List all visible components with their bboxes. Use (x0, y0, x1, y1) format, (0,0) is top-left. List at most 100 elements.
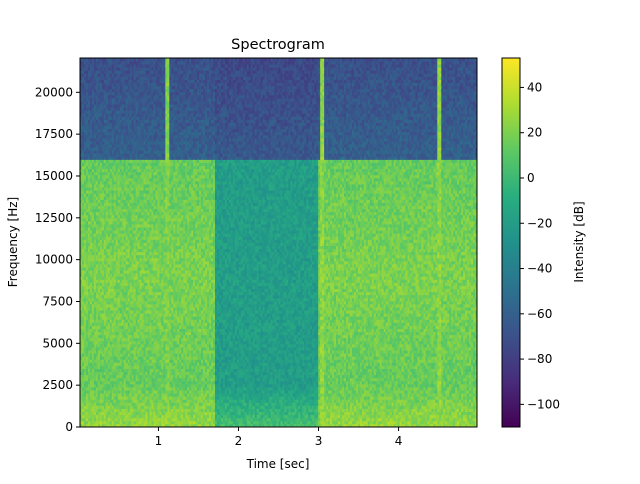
spectrogram-cell (99, 248, 103, 253)
spectrogram-cell (107, 396, 111, 400)
spectrogram-cell (93, 383, 97, 388)
spectrogram-cell (109, 171, 113, 176)
spectrogram-cell (87, 319, 91, 323)
spectrogram-cell (101, 368, 105, 373)
spectrogram-cell (83, 88, 87, 93)
spectrogram-cell (113, 359, 117, 363)
spectrogram-cell (93, 288, 97, 293)
spectrogram-cell (81, 150, 85, 154)
spectrogram-cell (103, 196, 107, 200)
spectrogram-cell (91, 297, 95, 302)
spectrogram-cell (101, 156, 105, 160)
spectrogram-cell (95, 116, 99, 120)
spectrogram-cell (107, 310, 111, 314)
spectrogram-cell (115, 294, 119, 299)
spectrogram-cell (117, 67, 121, 71)
spectrogram-cell (101, 153, 105, 157)
spectrogram-cell (91, 322, 95, 326)
spectrogram-cell (93, 208, 97, 213)
spectrogram-cell (81, 233, 85, 237)
spectrogram-cell (85, 279, 89, 283)
spectrogram-cell (81, 67, 85, 71)
spectrogram-cell (105, 208, 109, 213)
spectrogram-cell (85, 224, 89, 228)
spectrogram-cell (115, 224, 119, 228)
spectrogram-cell (80, 199, 83, 203)
spectrogram-cell (111, 307, 115, 311)
spectrogram-cell (89, 162, 93, 167)
spectrogram-cell (87, 128, 91, 133)
spectrogram-cell (81, 365, 85, 369)
spectrogram-cell (119, 242, 123, 246)
spectrogram-cell (93, 119, 97, 123)
spectrogram-cell (107, 291, 111, 296)
spectrogram-cell (109, 217, 113, 222)
spectrogram-cell (95, 368, 99, 373)
spectrogram-cell (111, 76, 115, 80)
spectrogram-cell (119, 390, 123, 394)
spectrogram-cell (85, 144, 89, 148)
spectrogram-cell (101, 408, 105, 413)
spectrogram-cell (83, 97, 87, 102)
spectrogram-cell (97, 288, 101, 293)
spectrogram-cell (83, 205, 87, 210)
spectrogram-cell (87, 131, 91, 136)
spectrogram-cell (119, 193, 123, 197)
spectrogram-cell (115, 211, 119, 216)
spectrogram-cell (81, 285, 85, 290)
spectrogram-cell (81, 147, 85, 151)
spectrogram-cell (105, 88, 109, 93)
spectrogram-cell (111, 199, 115, 203)
spectrogram-cell (109, 107, 113, 111)
spectrogram-cell (80, 168, 83, 173)
spectrogram-cell (83, 282, 87, 286)
spectrogram-cell (107, 165, 111, 170)
spectrogram-cell (93, 331, 97, 336)
spectrogram-cell (99, 242, 103, 246)
spectrogram-cell (81, 217, 85, 222)
spectrogram-cell (97, 217, 101, 222)
spectrogram-cell (103, 190, 107, 194)
spectrogram-cell (83, 411, 87, 416)
spectrogram-cell (107, 383, 111, 388)
spectrogram-cell (89, 91, 93, 96)
spectrogram-cell (105, 393, 109, 397)
spectrogram-cell (80, 347, 83, 351)
spectrogram-cell (81, 144, 85, 148)
spectrogram-cell (105, 128, 109, 133)
spectrogram-cell (85, 88, 89, 93)
spectrogram-cell (101, 94, 105, 99)
spectrogram-cell (101, 353, 105, 357)
spectrogram-cell (81, 393, 85, 397)
spectrogram-cell (80, 73, 83, 77)
spectrogram-cell (81, 300, 85, 305)
spectrogram-cell (119, 276, 123, 280)
spectrogram-cell (119, 297, 123, 302)
spectrogram-cell (99, 177, 103, 182)
spectrogram-cell (83, 202, 87, 206)
spectrogram-cell (119, 254, 123, 259)
spectrogram-cell (95, 239, 99, 243)
spectrogram-cell (109, 368, 113, 373)
spectrogram-cell (83, 245, 87, 250)
spectrogram-cell (109, 365, 113, 369)
spectrogram-cell (111, 227, 115, 231)
spectrogram-cell (80, 181, 83, 185)
spectrogram-cell (95, 61, 99, 65)
spectrogram-cell (103, 101, 107, 105)
spectrogram-cell (115, 94, 119, 99)
spectrogram-cell (119, 365, 123, 369)
spectrogram-cell (83, 196, 87, 200)
spectrogram-cell (83, 288, 87, 293)
spectrogram-cell (97, 402, 101, 406)
spectrogram-cell (81, 97, 85, 102)
spectrogram-cell (105, 131, 109, 136)
spectrogram-cell (99, 107, 103, 111)
spectrogram-cell (93, 387, 97, 391)
spectrogram-cell (91, 365, 95, 369)
spectrogram-cell (95, 248, 99, 253)
spectrogram-cell (113, 159, 117, 163)
spectrogram-cell (83, 304, 87, 308)
spectrogram-cell (103, 227, 107, 231)
spectrogram-cell (119, 383, 123, 388)
